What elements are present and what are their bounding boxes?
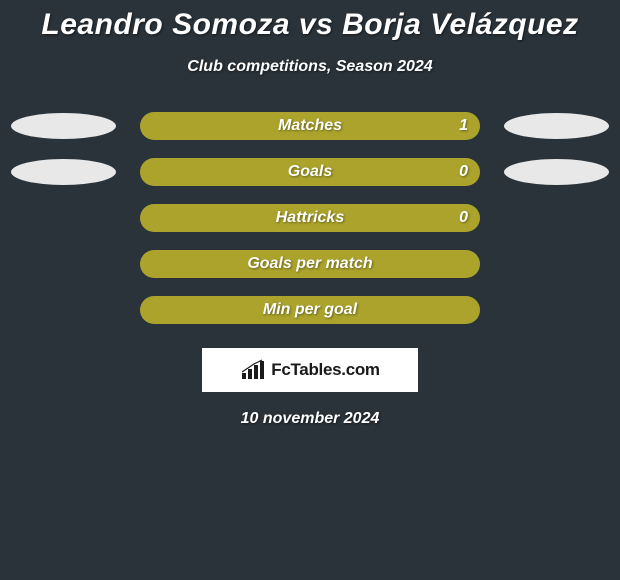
stat-label: Goals	[288, 163, 332, 181]
stat-row: Matches 1	[0, 112, 620, 140]
stats-list: Matches 1 Goals 0 Hattricks 0	[0, 112, 620, 324]
stat-value: 0	[459, 163, 468, 181]
stat-value: 1	[459, 117, 468, 135]
stat-bar: Goals 0	[140, 158, 480, 186]
stat-value: 0	[459, 209, 468, 227]
logo-text: FcTables.com	[271, 360, 380, 380]
stat-label: Goals per match	[247, 255, 372, 273]
stat-row: Goals per match	[0, 250, 620, 278]
stat-row: Hattricks 0	[0, 204, 620, 232]
stat-label: Min per goal	[263, 301, 357, 319]
right-marker	[504, 113, 609, 139]
bar-chart-icon	[240, 359, 266, 381]
stat-bar: Goals per match	[140, 250, 480, 278]
subtitle: Club competitions, Season 2024	[0, 58, 620, 76]
stat-bar: Matches 1	[140, 112, 480, 140]
comparison-infographic: Leandro Somoza vs Borja Velázquez Club c…	[0, 0, 620, 428]
stat-label: Matches	[278, 117, 342, 135]
left-marker	[11, 113, 116, 139]
stat-bar: Hattricks 0	[140, 204, 480, 232]
left-marker	[11, 159, 116, 185]
stat-row: Goals 0	[0, 158, 620, 186]
stat-row: Min per goal	[0, 296, 620, 324]
page-title: Leandro Somoza vs Borja Velázquez	[0, 8, 620, 42]
stat-label: Hattricks	[276, 209, 344, 227]
right-marker	[504, 159, 609, 185]
stat-bar: Min per goal	[140, 296, 480, 324]
logo-badge: FcTables.com	[202, 348, 418, 392]
date-text: 10 november 2024	[0, 410, 620, 428]
